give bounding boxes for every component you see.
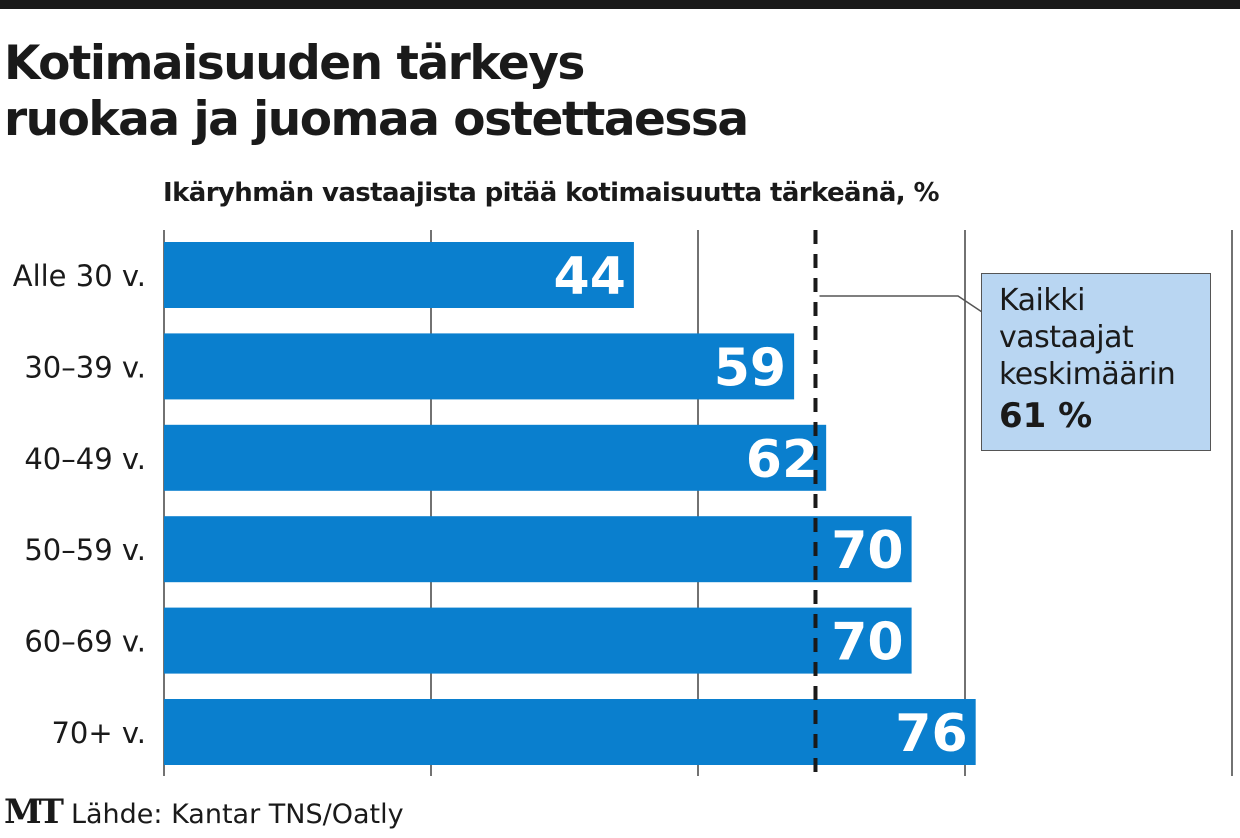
- source-line: MT Lähde: Kantar TNS/Oatly: [4, 792, 404, 832]
- chart-title-line-1: Kotimaisuuden tärkeys: [4, 36, 585, 91]
- bar-0: [164, 242, 634, 308]
- chart-title-line-2: ruokaa ja juomaa ostettaessa: [4, 92, 749, 147]
- category-label-5: 70+ v.: [51, 716, 146, 750]
- average-note-box: Kaikki vastaajat keskimäärin 61 %: [981, 273, 1211, 451]
- bar-value-label-2: 62: [746, 430, 818, 490]
- bar-value-label-1: 59: [714, 338, 786, 398]
- category-label-3: 50–59 v.: [24, 533, 146, 567]
- chart-title: Kotimaisuuden tärkeys ruokaa ja juomaa o…: [4, 36, 749, 148]
- note-line-1: Kaikki: [999, 283, 1085, 318]
- category-label-0: Alle 30 v.: [13, 259, 146, 293]
- note-connector-line: [819, 295, 983, 313]
- bar-value-label-3: 70: [831, 521, 903, 581]
- category-label-2: 40–49 v.: [24, 442, 146, 476]
- bar-4: [164, 607, 912, 674]
- average-reference: [813, 230, 983, 776]
- note-line-2: vastaajat: [999, 320, 1134, 355]
- gridlines: [163, 230, 1233, 776]
- note-line-3: keskimäärin: [999, 357, 1176, 392]
- note-average-value: 61 %: [999, 396, 1093, 436]
- bar-value-label-4: 70: [831, 613, 903, 673]
- category-label-4: 60–69 v.: [24, 625, 146, 659]
- top-rule: [0, 0, 1240, 9]
- bar-1: [164, 333, 795, 400]
- category-labels: Alle 30 v. 30–39 v. 40–49 v. 50–59 v. 60–69 …: [13, 259, 146, 750]
- category-label-1: 30–39 v.: [24, 350, 146, 384]
- chart-subtitle: Ikäryhmän vastaajista pitää kotimaisuutt…: [163, 178, 940, 208]
- bar-value-label-5: 76: [895, 704, 967, 764]
- source-text: Lähde: Kantar TNS/Oatly: [70, 799, 404, 830]
- bar-3: [164, 516, 912, 583]
- bar-5: [164, 699, 976, 765]
- bar-value-label-0: 44: [554, 247, 626, 307]
- bar-2: [164, 424, 827, 491]
- mt-logo: MT: [4, 792, 64, 832]
